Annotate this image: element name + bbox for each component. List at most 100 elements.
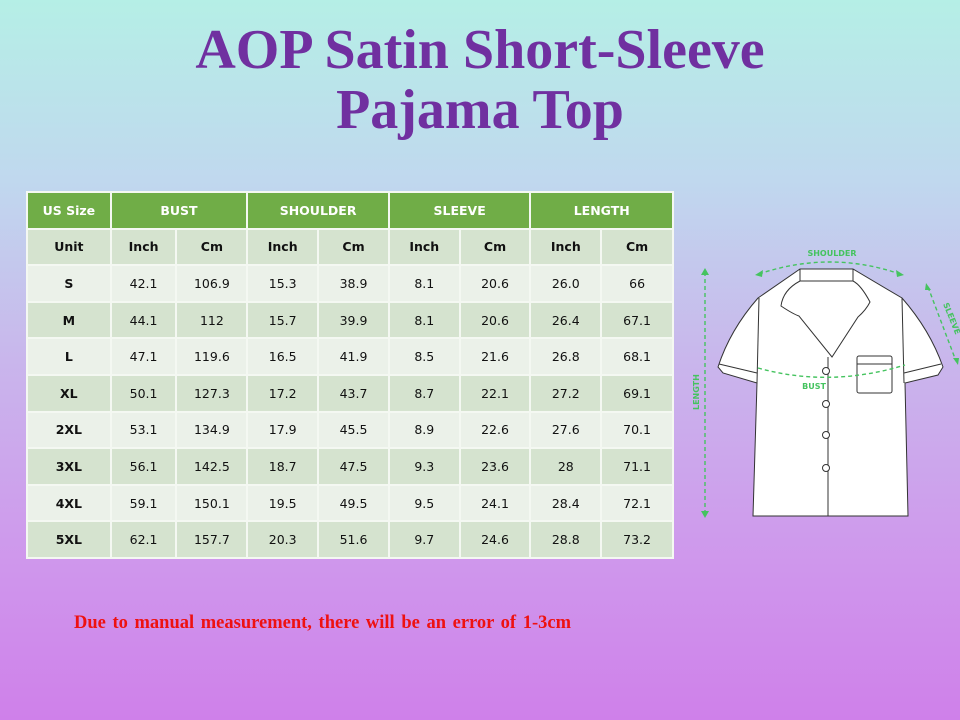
size-chart-table: US Size BUST SHOULDER SLEEVE LENGTH Unit… xyxy=(26,191,674,559)
bust-label: BUST xyxy=(802,382,826,391)
group-header-row: US Size BUST SHOULDER SLEEVE LENGTH xyxy=(26,191,674,230)
value-cell: 157.7 xyxy=(175,520,249,559)
size-cell: 2XL xyxy=(26,410,112,450)
value-cell: 20.6 xyxy=(458,300,532,340)
button-icon xyxy=(822,400,830,408)
size-cell: S xyxy=(26,264,112,303)
button-icon xyxy=(822,431,830,439)
table-row: 3XL 56.1 142.5 18.7 47.5 9.3 23.6 28 71.1 xyxy=(26,447,674,486)
value-cell: 59.1 xyxy=(109,483,178,523)
value-cell: 23.6 xyxy=(458,447,532,486)
value-cell: 50.1 xyxy=(109,373,178,413)
shoulder-label: SHOULDER xyxy=(807,249,856,258)
value-cell: 9.5 xyxy=(387,483,461,523)
value-cell: Cm xyxy=(317,227,390,267)
header-bust: BUST xyxy=(109,191,249,230)
size-cell: 5XL xyxy=(26,520,112,559)
value-cell: 68.1 xyxy=(600,337,674,376)
title-line-2: Pajama Top xyxy=(336,79,624,141)
value-cell: 106.9 xyxy=(175,264,249,303)
value-cell: 22.6 xyxy=(458,410,532,450)
value-cell: 119.6 xyxy=(175,337,249,376)
shirt-measurement-diagram: SHOULDER SLEEVE BUST LENGTH xyxy=(692,249,960,518)
size-cell: M xyxy=(26,300,112,340)
value-cell: 127.3 xyxy=(175,373,249,413)
size-cell: XL xyxy=(26,373,112,413)
shirt-outline xyxy=(717,268,944,517)
measurement-disclaimer: Due to manual measurement, there will be… xyxy=(74,613,571,633)
table-row: L 47.1 119.6 16.5 41.9 8.5 21.6 26.8 68.1 xyxy=(26,337,674,376)
value-cell: 71.1 xyxy=(600,447,674,486)
value-cell: 15.7 xyxy=(246,300,320,340)
value-cell: 142.5 xyxy=(175,447,249,486)
value-cell: 150.1 xyxy=(175,483,249,523)
table-row: XL 50.1 127.3 17.2 43.7 8.7 22.1 27.2 69.1 xyxy=(26,373,674,413)
value-cell: 8.1 xyxy=(387,300,461,340)
value-cell: 22.1 xyxy=(458,373,532,413)
value-cell: 15.3 xyxy=(246,264,320,303)
value-cell: 26.4 xyxy=(529,300,603,340)
button-icon xyxy=(822,367,830,375)
value-cell: 47.1 xyxy=(109,337,178,376)
value-cell: 72.1 xyxy=(600,483,674,523)
table-row: 5XL 62.1 157.7 20.3 51.6 9.7 24.6 28.8 73.2 xyxy=(26,520,674,559)
value-cell: 24.6 xyxy=(458,520,532,559)
value-cell: 20.3 xyxy=(246,520,320,559)
value-cell: 62.1 xyxy=(109,520,178,559)
value-cell: 47.5 xyxy=(317,447,390,486)
page-title: AOP Satin Short-Sleeve Pajama Top xyxy=(0,20,960,140)
value-cell: 112 xyxy=(175,300,249,340)
value-cell: 27.2 xyxy=(529,373,603,413)
value-cell: 73.2 xyxy=(600,520,674,559)
value-cell: 66 xyxy=(600,264,674,303)
size-cell: 3XL xyxy=(26,447,112,486)
value-cell: 44.1 xyxy=(109,300,178,340)
value-cell: 17.9 xyxy=(246,410,320,450)
value-cell: Inch xyxy=(529,227,603,267)
value-cell: 18.7 xyxy=(246,447,320,486)
bust-line xyxy=(757,364,906,379)
shirt-buttons xyxy=(822,367,830,472)
value-cell: 17.2 xyxy=(246,373,320,413)
value-cell: 8.7 xyxy=(387,373,461,413)
table-row: 4XL 59.1 150.1 19.5 49.5 9.5 24.1 28.4 72.1 xyxy=(26,483,674,523)
value-cell: 38.9 xyxy=(317,264,390,303)
shoulder-arrow xyxy=(758,261,901,275)
value-cell: Inch xyxy=(246,227,320,267)
value-cell: 20.6 xyxy=(458,264,532,303)
button-icon xyxy=(822,464,830,472)
value-cell: Cm xyxy=(600,227,674,267)
value-cell: 8.1 xyxy=(387,264,461,303)
header-us-size: US Size xyxy=(26,191,112,230)
sleeve-arrow xyxy=(927,286,957,362)
value-cell: 21.6 xyxy=(458,337,532,376)
table-row: 2XL 53.1 134.9 17.9 45.5 8.9 22.6 27.6 70.1 xyxy=(26,410,674,450)
value-cell: 41.9 xyxy=(317,337,390,376)
value-cell: 56.1 xyxy=(109,447,178,486)
value-cell: 16.5 xyxy=(246,337,320,376)
unit-row: Unit Inch Cm Inch Cm Inch Cm Inch Cm xyxy=(26,227,674,267)
value-cell: 24.1 xyxy=(458,483,532,523)
value-cell: 43.7 xyxy=(317,373,390,413)
value-cell: 42.1 xyxy=(109,264,178,303)
header-sleeve: SLEEVE xyxy=(387,191,532,230)
length-label: LENGTH xyxy=(692,374,701,410)
value-cell: 45.5 xyxy=(317,410,390,450)
value-cell: 134.9 xyxy=(175,410,249,450)
size-cell: L xyxy=(26,337,112,376)
header-length: LENGTH xyxy=(529,191,674,230)
value-cell: 28.4 xyxy=(529,483,603,523)
value-cell: 28 xyxy=(529,447,603,486)
value-cell: 8.5 xyxy=(387,337,461,376)
title-line-1: AOP Satin Short-Sleeve xyxy=(195,19,765,81)
size-cell: 4XL xyxy=(26,483,112,523)
value-cell: 27.6 xyxy=(529,410,603,450)
value-cell: 19.5 xyxy=(246,483,320,523)
value-cell: 9.3 xyxy=(387,447,461,486)
value-cell: 26.8 xyxy=(529,337,603,376)
value-cell: 9.7 xyxy=(387,520,461,559)
value-cell: Cm xyxy=(175,227,249,267)
sleeve-label: SLEEVE xyxy=(941,301,960,335)
value-cell: 39.9 xyxy=(317,300,390,340)
value-cell: 28.8 xyxy=(529,520,603,559)
